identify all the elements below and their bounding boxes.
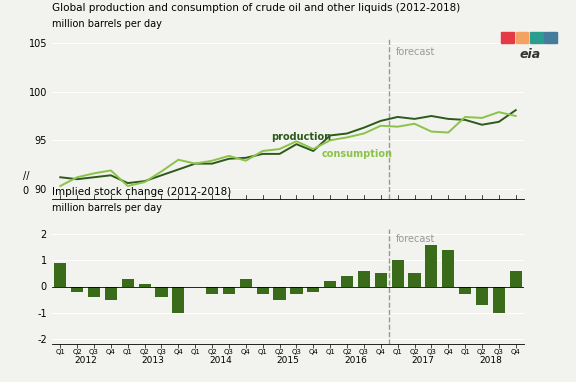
Text: 2018: 2018	[479, 356, 502, 364]
Bar	[493, 286, 505, 312]
Bar	[290, 286, 302, 294]
Text: 0: 0	[23, 186, 29, 196]
Bar	[240, 279, 252, 286]
Text: forecast: forecast	[396, 47, 435, 57]
Bar	[392, 261, 404, 286]
Text: million barrels per day: million barrels per day	[52, 203, 162, 213]
Bar	[341, 276, 353, 286]
Text: 2016: 2016	[344, 356, 367, 364]
Bar	[105, 286, 117, 299]
Bar	[88, 286, 100, 297]
Bar	[122, 279, 134, 286]
Bar	[442, 250, 454, 286]
Bar	[516, 32, 528, 43]
Bar	[501, 32, 514, 43]
Text: //: //	[22, 172, 29, 181]
Bar	[510, 271, 522, 286]
Bar	[307, 286, 319, 292]
Bar	[375, 274, 387, 286]
Bar	[476, 286, 488, 305]
Bar	[324, 281, 336, 286]
Bar	[425, 245, 437, 286]
Text: consumption: consumption	[322, 149, 393, 159]
Text: Implied stock change (2012-2018): Implied stock change (2012-2018)	[52, 187, 231, 197]
Text: production: production	[271, 132, 331, 142]
Text: Global production and consumption of crude oil and other liquids (2012-2018): Global production and consumption of cru…	[52, 3, 460, 13]
Bar	[530, 32, 543, 43]
Text: 2014: 2014	[209, 356, 232, 364]
Bar	[544, 32, 557, 43]
Text: eia: eia	[520, 48, 540, 61]
Bar	[274, 286, 286, 299]
Text: 2017: 2017	[411, 356, 434, 364]
Bar	[139, 284, 151, 286]
Bar	[408, 274, 420, 286]
Text: 2012: 2012	[74, 356, 97, 364]
Bar	[54, 263, 66, 286]
Text: 2015: 2015	[276, 356, 300, 364]
Bar	[223, 286, 235, 294]
Bar	[358, 271, 370, 286]
Bar	[257, 286, 269, 294]
Bar	[172, 286, 184, 312]
Text: 2013: 2013	[142, 356, 165, 364]
Bar	[156, 286, 168, 297]
Bar	[71, 286, 83, 292]
Bar	[459, 286, 471, 294]
Bar	[206, 286, 218, 294]
Text: forecast: forecast	[396, 234, 435, 244]
Text: million barrels per day: million barrels per day	[52, 19, 162, 29]
